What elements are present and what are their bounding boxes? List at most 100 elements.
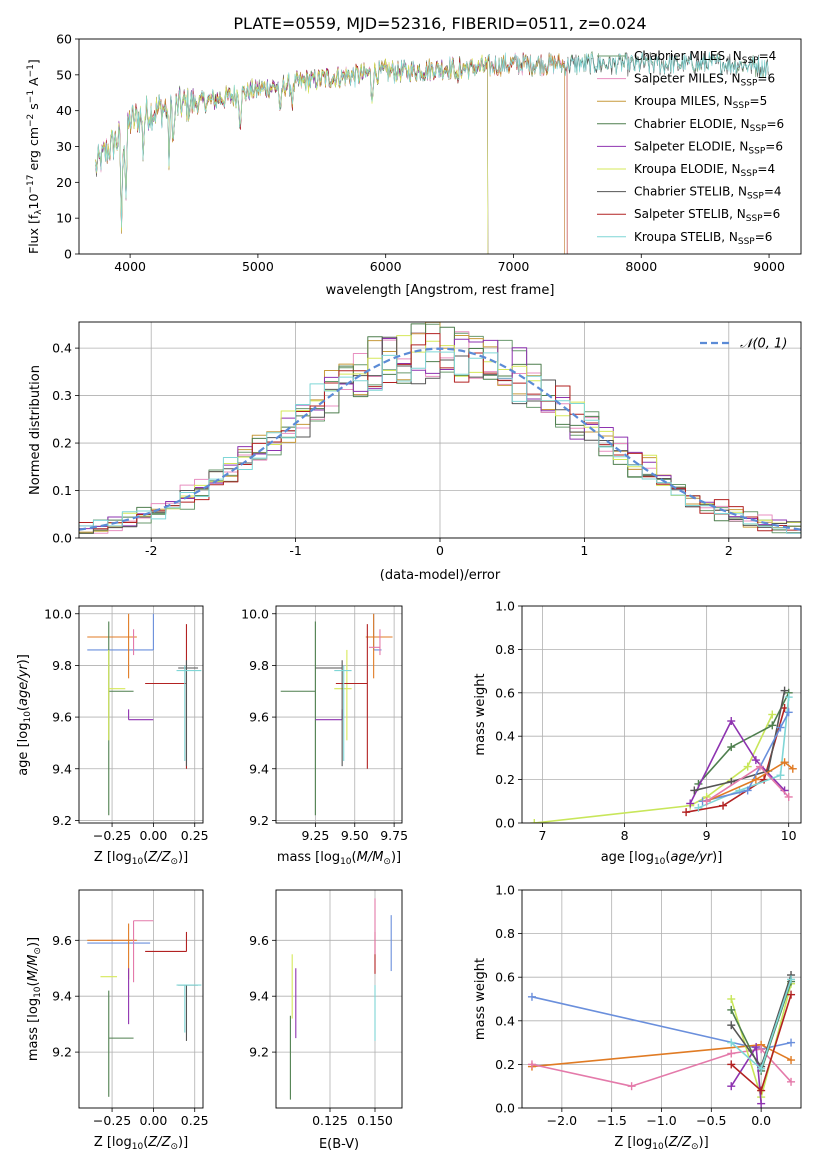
axes-frame [78,321,802,539]
x-tick-label: 0.25 [181,828,209,843]
y-axis-label-part: s [26,103,41,114]
x-axis-label-part: )] [712,850,722,865]
x-axis-label-part: 10 [132,1142,144,1152]
legend-entry-part: SSP [738,237,755,247]
legend-entry: Salpeter STELIB, NSSP=6 [634,207,780,224]
axes-frame [78,38,802,255]
legend-entry: Kroupa STELIB, NSSP=6 [634,230,772,247]
x-tick-label: 4000 [114,259,146,274]
x-tick-label: 9.75 [380,828,408,843]
x-tick-label: −0.25 [93,828,131,843]
y-axis-label-part: )] [16,654,31,664]
y-tick-label: 9.6 [52,710,72,725]
y-tick-label: 60 [56,32,72,47]
histogram-step [79,351,801,534]
x-tick-label: −1.0 [646,1113,676,1128]
y-tick-label: 50 [56,67,72,82]
y-axis-label-part: 10 [23,711,33,723]
y-tick-label: 40 [56,103,72,118]
x-axis-label-part: ⊙ [170,1142,178,1152]
x-tick-label: −0.25 [93,1113,131,1128]
x-tick-label: 8 [621,828,629,843]
x-tick-label: 2 [725,543,733,558]
y-tick-label: 9.6 [52,933,72,948]
x-tick-label: −0.5 [696,1113,726,1128]
spectrum-series-line [95,56,489,254]
legend-entry-part: Kroupa STELIB, N [634,230,738,244]
weight-vs-Z-panel-plot-area [522,890,801,1108]
x-axis-label: age [log10(age/yr)] [601,850,723,867]
y-tick-label: 9.2 [52,813,72,828]
y-axis-label-part: λ [34,209,44,215]
x-tick-label: 0.150 [357,1113,393,1128]
y-tick-label: 0.2 [495,1057,515,1072]
legend-entry-part: Salpeter ELODIE, N [634,139,748,153]
weight-vs-Z-panel: −2.0 −1.5 −1.0 −0.5 0.0 0.0 0.2 0.4 0.6 0.8 1.0 Z [… [473,883,802,1152]
weight-series-line [694,690,786,792]
y-axis-label: age [log10(age/yr)] [16,654,33,776]
y-tick-label: 0.1 [52,483,72,498]
y-tick-label: 10 [56,211,72,226]
y-axis-label: mass weight [473,958,488,1040]
x-axis-label-part: Z [log [94,1135,132,1150]
y-axis-label-part: −1 [26,64,36,77]
spectrum-series-line [95,51,769,228]
x-axis-label-part: Z [log [94,850,132,865]
y-tick-label: 0.0 [52,531,72,546]
legend-entry-part: =6 [763,207,781,221]
x-tick-label: 7000 [498,259,530,274]
y-tick-label: 0.2 [495,772,515,787]
legend-entry: 𝒩(0, 1) [740,337,787,352]
x-axis-label-part: ( [143,850,148,865]
x-axis-label-part: ( [352,850,357,865]
x-axis-label-part: Z/Z [668,1135,692,1150]
y-tick-label: 9.8 [52,658,72,673]
spectrum-panel: 4000 5000 6000 7000 8000 9000 0 10 20 30 40 50 60 wav… [26,32,802,298]
residual-panel-plot-area [79,322,801,538]
age-vs-Z-panel-plot-area [79,606,203,823]
legend-entry-part: Kroupa MILES, N [634,94,733,108]
legend-entry-part: Salpeter MILES, N [634,72,741,86]
x-axis-label-part: )] [391,850,401,865]
x-axis-label-part: 10 [132,857,144,867]
weight-series-line [702,711,790,803]
x-axis-label: mass [log10(M/M⊙)] [277,850,401,867]
y-axis-label-part: ( [16,706,31,711]
legend-entry-part: SSP [741,79,758,89]
x-tick-label: −1.5 [596,1113,626,1128]
x-axis-label-part: ( [143,1135,148,1150]
legend-entry-part: SSP [733,101,750,111]
x-axis-label-part: 10 [652,1142,664,1152]
y-axis-label: Flux [fλ10−17 erg cm−2 s−1 A−1] [26,59,44,254]
legend-entry-part: =6 [765,139,783,153]
legend-entry: Salpeter MILES, NSSP=6 [634,72,775,89]
legend-entry: Kroupa ELODIE, NSSP=4 [634,162,775,179]
x-tick-label: 9000 [753,259,785,274]
normal-curve [79,347,801,531]
legend-entry-part: Kroupa ELODIE, N [634,162,741,176]
y-axis-label-part: 10 [26,193,41,209]
x-axis-label-part: ⊙ [383,857,391,867]
histogram-step [79,333,801,532]
x-tick-label: 0.125 [312,1113,348,1128]
legend-entry: Chabrier MILES, NSSP=4 [634,49,776,66]
weight-series-line [706,761,794,803]
y-tick-label: 9.6 [249,933,269,948]
x-axis-label-part: ( [665,850,670,865]
y-axis-label: mass [log10(M/M⊙)] [26,937,43,1061]
weight-series-line [698,697,790,809]
legend-entry-part: SSP [750,124,767,134]
x-tick-label: 5000 [242,259,274,274]
spectrum-series-line [95,55,489,254]
y-tick-label: 0.8 [495,642,515,657]
y-tick-label: 10.0 [44,606,72,621]
axes-frame [521,605,802,824]
axes-frame [275,605,403,824]
x-tick-label: 7 [539,828,547,843]
y-tick-label: 0 [64,247,72,262]
y-axis-label-part: −1 [26,90,36,103]
legend-entry: Salpeter ELODIE, NSSP=6 [634,139,783,156]
x-axis-label-part: 10 [340,857,352,867]
y-tick-label: 0.4 [495,729,515,744]
y-tick-label: 0.6 [495,970,515,985]
